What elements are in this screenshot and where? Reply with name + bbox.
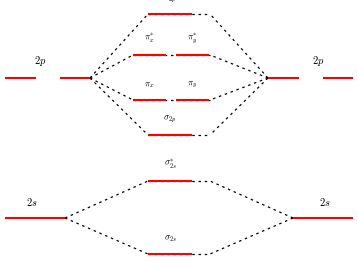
- Text: $\sigma_{2s}$: $\sigma_{2s}$: [164, 233, 176, 244]
- Text: $\pi_{x}^{*}$: $\pi_{x}^{*}$: [144, 32, 154, 45]
- Text: $2p$: $2p$: [312, 54, 324, 68]
- Text: $2p$: $2p$: [34, 54, 46, 68]
- Text: $\pi_{y}$: $\pi_{y}$: [187, 80, 197, 90]
- Text: $\sigma_{2s}^{*}$: $\sigma_{2s}^{*}$: [164, 158, 176, 171]
- Text: $2s$: $2s$: [319, 196, 331, 208]
- Text: $\pi_{x}$: $\pi_{x}$: [144, 81, 154, 90]
- Text: $2s$: $2s$: [26, 196, 38, 208]
- Text: $\pi_{y}^{*}$: $\pi_{y}^{*}$: [187, 31, 197, 45]
- Text: $\sigma_{2p}$: $\sigma_{2p}$: [163, 114, 177, 125]
- Text: $\sigma_{2p}^{*}$: $\sigma_{2p}^{*}$: [163, 0, 177, 4]
